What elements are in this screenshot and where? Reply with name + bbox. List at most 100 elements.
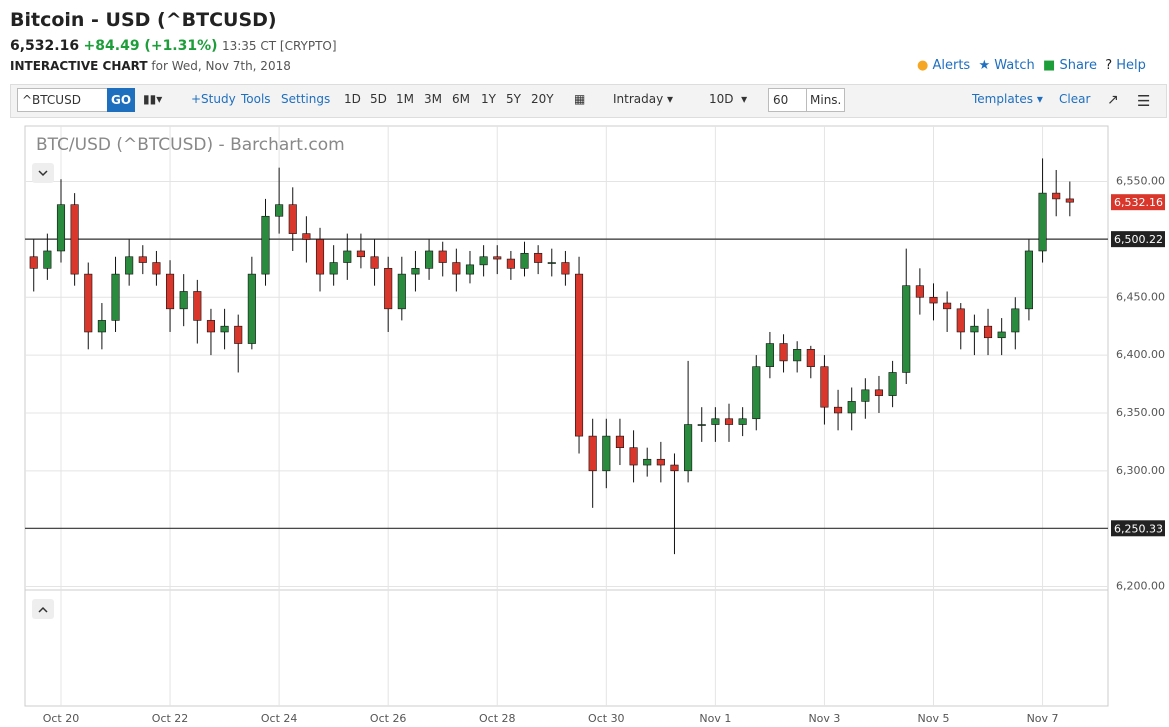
quote-time: 13:35 CT [CRYPTO]	[221, 39, 337, 53]
candle-body	[343, 250, 352, 263]
candle-body	[425, 250, 434, 269]
y-tick-label: 6,450.00	[1116, 290, 1165, 303]
candle-body	[861, 389, 870, 402]
link[interactable]: Watch	[994, 58, 1035, 73]
candle-body	[370, 256, 379, 269]
candle-body	[465, 264, 475, 275]
candle-body	[315, 239, 325, 275]
x-tick-label: Oct 30	[588, 712, 625, 725]
watch-icon: ★	[978, 58, 991, 73]
expand-icon	[38, 606, 48, 613]
candle-body	[943, 302, 952, 310]
candle-body	[765, 343, 774, 367]
candle-body	[1038, 192, 1047, 252]
candle-body	[588, 435, 597, 472]
link[interactable]: Help	[1116, 58, 1146, 73]
period-button[interactable]: 1D	[344, 92, 361, 106]
candle-body	[1052, 192, 1061, 200]
candle-body	[479, 256, 488, 266]
candle-body	[97, 320, 106, 333]
x-tick-label: Oct 22	[152, 712, 189, 725]
candle-body	[43, 250, 52, 269]
aggregation-input[interactable]: 60	[768, 88, 810, 112]
calendar-icon[interactable]: ▦	[574, 92, 586, 106]
candle-body	[56, 204, 66, 252]
study-button[interactable]: +Study	[191, 92, 236, 106]
level-label: 6,500.22	[1114, 233, 1163, 246]
x-tick-label: Nov 5	[918, 712, 950, 725]
candle-body	[779, 343, 788, 362]
candle-body	[84, 273, 93, 333]
chart-date: for Wed, Nov 7th, 2018	[151, 59, 291, 73]
candle-body	[656, 458, 665, 466]
candle-body	[534, 252, 543, 263]
candle-body	[820, 366, 829, 408]
candle-body	[302, 233, 311, 240]
candle-body	[847, 401, 856, 414]
period-button[interactable]: 1M	[396, 92, 414, 106]
link[interactable]: Alerts	[932, 58, 971, 73]
candle-body	[874, 389, 884, 396]
toolbar	[10, 84, 1167, 118]
level-label: 6,250.33	[1114, 522, 1163, 535]
level-badge	[1111, 520, 1165, 537]
candle-body	[166, 273, 175, 310]
candle-body	[206, 320, 216, 333]
collapse-icon	[38, 170, 48, 177]
candle-body	[261, 215, 270, 275]
candle-body	[70, 204, 79, 275]
period-button[interactable]: 20Y	[531, 92, 554, 106]
range-select[interactable]: 10D ▾	[709, 92, 748, 106]
menu-icon[interactable]: ☰	[1137, 92, 1151, 110]
level-badge	[1111, 231, 1165, 248]
collapse-button[interactable]	[32, 163, 54, 183]
candle-body	[29, 256, 38, 269]
candle-body	[929, 296, 938, 304]
help-icon: ?	[1105, 58, 1113, 73]
candle-body	[138, 256, 147, 263]
clear-button[interactable]: Clear	[1059, 92, 1091, 106]
candle-body	[806, 349, 815, 367]
change: +84.49 (+1.31%)	[83, 38, 218, 54]
period-button[interactable]: 3M	[424, 92, 442, 106]
candle-body	[1024, 250, 1033, 310]
candle-body	[752, 366, 761, 420]
candle-body	[329, 262, 338, 275]
period-button[interactable]: 1Y	[481, 92, 496, 106]
candle-body	[247, 273, 256, 344]
go-button[interactable]: GO	[107, 88, 135, 112]
y-tick-label: 6,350.00	[1116, 406, 1165, 419]
candle-body	[288, 204, 297, 234]
candle-body	[356, 250, 365, 258]
candle-body	[643, 458, 652, 466]
x-tick-label: Oct 26	[370, 712, 407, 725]
candle-body	[629, 447, 638, 466]
candle-body	[438, 250, 447, 263]
candle-body	[234, 325, 243, 344]
draw-icon[interactable]: ↗	[1107, 92, 1119, 108]
last-price-badge	[1111, 194, 1165, 211]
candle-body	[997, 331, 1006, 339]
interval: Intraday	[613, 92, 664, 106]
header-links: ● Alerts ★ Watch ■ Share ? Help	[917, 58, 1146, 73]
interval-select[interactable]: Intraday ▾	[613, 92, 674, 106]
chart-heading: INTERACTIVE CHART for Wed, Nov 7th, 2018	[10, 59, 291, 73]
settings-button[interactable]: Settings	[281, 92, 331, 106]
page-title: Bitcoin - USD (^BTCUSD)	[10, 9, 277, 31]
candle-body	[983, 325, 993, 339]
period-button[interactable]: 6M	[452, 92, 470, 106]
candle-body	[956, 308, 965, 333]
tools-button[interactable]: Tools	[241, 92, 271, 106]
templates: Templates	[972, 92, 1034, 106]
price: 6,532.16	[10, 38, 80, 54]
candle-body	[452, 262, 461, 275]
period-button[interactable]: 5D	[370, 92, 387, 106]
symbol-input[interactable]: ^BTCUSD	[17, 88, 109, 112]
x-tick-label: Oct 28	[479, 712, 516, 725]
y-tick-label: 6,300.00	[1116, 464, 1165, 477]
chart-type-icon[interactable]: ▮▮▾	[143, 92, 163, 106]
period-button[interactable]: 5Y	[506, 92, 521, 106]
templates-button[interactable]: Templates ▾	[972, 92, 1043, 106]
link[interactable]: Share	[1059, 58, 1097, 73]
candle-body	[970, 325, 979, 333]
